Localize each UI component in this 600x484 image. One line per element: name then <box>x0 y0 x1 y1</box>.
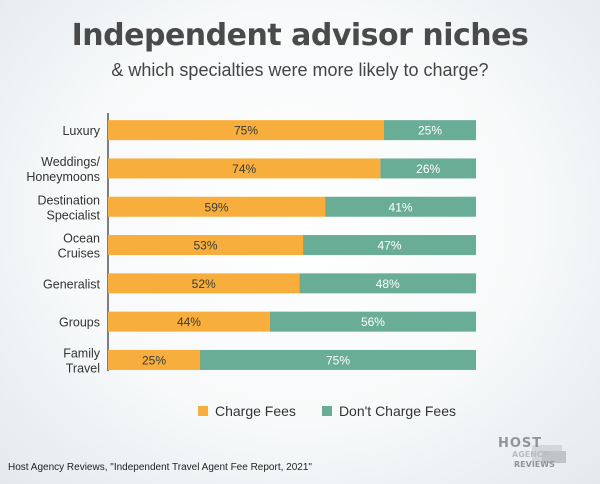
data-label-dont-charge-1: 26% <box>416 162 440 176</box>
category-label-5-0: Groups <box>59 316 100 330</box>
chart-subtitle: & which specialties were more likely to … <box>111 60 489 80</box>
data-label-charge-5: 44% <box>177 315 201 329</box>
data-label-dont-charge-2: 41% <box>389 200 413 214</box>
category-label-6-0: Family <box>63 346 101 360</box>
bar-charge-3 <box>108 235 304 256</box>
chart-title: Independent advisor niches <box>71 18 529 53</box>
bar-dont-charge-1 <box>380 158 476 179</box>
bar-charge-1 <box>108 158 381 179</box>
stacked-bar-chart: 75% 25% Luxury 74% 26% Weddings/Honeymoons 59%… <box>26 113 476 375</box>
bar-charge-5 <box>108 311 270 332</box>
data-label-dont-charge-4: 48% <box>376 277 400 291</box>
bar-dont-charge-4 <box>299 273 476 294</box>
legend-label-charge-fees: Charge Fees <box>215 403 296 419</box>
legend-item-charge-fees: Charge Fees <box>198 403 296 419</box>
data-label-charge-2: 59% <box>205 200 229 214</box>
data-label-charge-6: 25% <box>142 353 166 367</box>
bar-dont-charge-6 <box>200 349 476 370</box>
legend-swatch-dont-charge-fees <box>321 406 332 416</box>
data-label-charge-3: 53% <box>194 239 218 253</box>
category-label-6-1: Travel <box>66 361 100 375</box>
data-label-charge-0: 75% <box>234 124 258 138</box>
data-label-dont-charge-6: 75% <box>326 353 350 367</box>
data-label-dont-charge-0: 25% <box>418 124 442 138</box>
legend-swatch-charge-fees <box>198 406 208 416</box>
bar-dont-charge-5 <box>269 311 476 332</box>
category-label-2-0: Destination <box>37 193 100 207</box>
bar-charge-0 <box>108 120 384 141</box>
category-label-3-0: Ocean <box>63 232 100 246</box>
source-note: Host Agency Reviews, "Independent Travel… <box>8 462 312 473</box>
category-label-2-1: Specialist <box>47 208 101 222</box>
bar-charge-4 <box>108 273 300 294</box>
host-agency-reviews-logo: HOST AGENCY REVIEWS <box>498 436 578 474</box>
category-label-1-1: Honeymoons <box>26 170 100 184</box>
category-label-4-0: Generalist <box>43 277 100 291</box>
bar-dont-charge-0 <box>384 120 476 141</box>
data-label-dont-charge-5: 56% <box>361 315 385 329</box>
data-label-charge-1: 74% <box>232 162 256 176</box>
legend-label-dont-charge-fees: Don't Charge Fees <box>338 403 457 419</box>
bar-dont-charge-2 <box>325 196 476 217</box>
data-label-dont-charge-3: 47% <box>378 239 402 253</box>
bar-charge-2 <box>108 196 326 217</box>
category-label-3-1: Cruises <box>58 247 100 261</box>
category-label-1-0: Weddings/ <box>41 155 100 169</box>
data-label-charge-4: 52% <box>192 277 216 291</box>
legend-item-dont-charge-fees: Don't Charge Fees <box>321 403 457 419</box>
bar-charge-6 <box>108 349 200 370</box>
bar-dont-charge-3 <box>303 235 476 256</box>
category-label-0-0: Luxury <box>62 124 100 138</box>
legend: Charge Fees Don't Charge Fees <box>198 403 482 419</box>
